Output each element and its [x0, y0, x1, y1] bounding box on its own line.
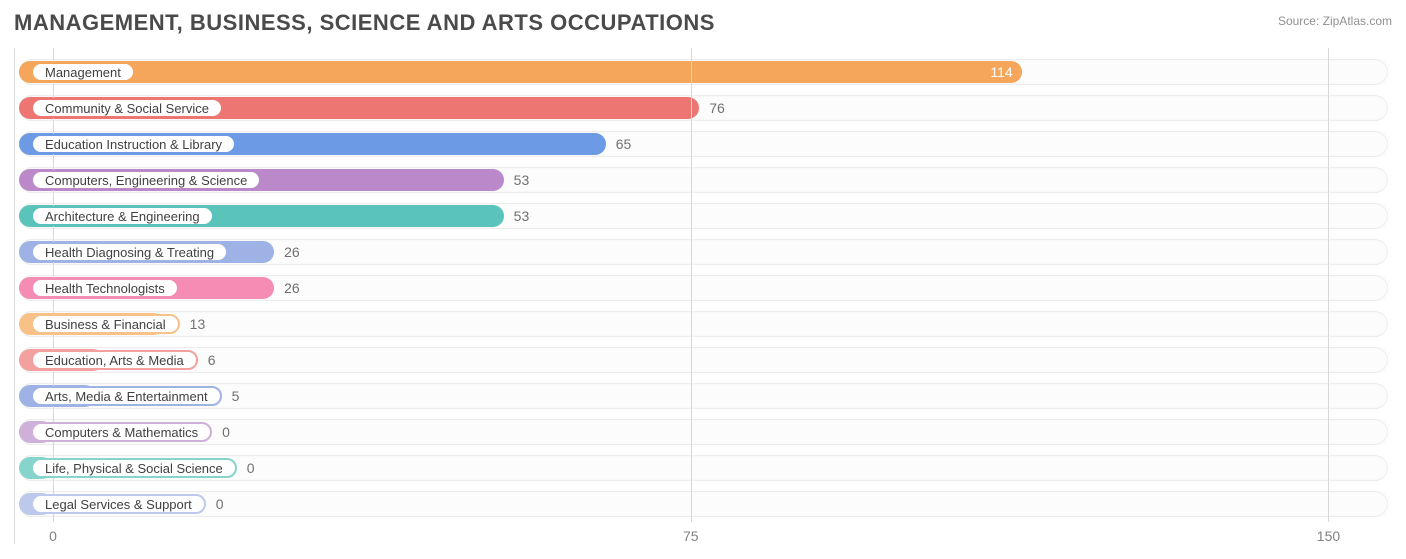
chart-row: Computers & Mathematics 0: [15, 414, 1392, 450]
chart-plot-area: Management 114 Community & Social Service 7…: [14, 48, 1392, 544]
bar-track: [19, 383, 1388, 409]
bar-value: 53: [514, 208, 530, 224]
bar-label-pill: Legal Services & Support: [31, 494, 206, 514]
bar-label-pill: Management: [31, 62, 135, 82]
chart-row: Management 114: [15, 54, 1392, 90]
bar-label-pill: Health Technologists: [31, 278, 179, 298]
bar-label-pill: Architecture & Engineering: [31, 206, 214, 226]
bar-track: [19, 311, 1388, 337]
bar-value: 65: [616, 136, 632, 152]
chart-title: MANAGEMENT, BUSINESS, SCIENCE AND ARTS O…: [14, 10, 715, 36]
x-tick-label: 150: [1317, 528, 1340, 544]
bar-label-pill: Community & Social Service: [31, 98, 223, 118]
gridline: [1328, 48, 1329, 522]
chart-row: Life, Physical & Social Science 0: [15, 450, 1392, 486]
bar-value: 0: [222, 424, 230, 440]
chart-row: Health Technologists 26: [15, 270, 1392, 306]
bar-label-pill: Business & Financial: [31, 314, 180, 334]
bar-value: 26: [284, 280, 300, 296]
bar-label-pill: Education Instruction & Library: [31, 134, 236, 154]
bar-fill: [19, 61, 1022, 83]
bar-value: 13: [190, 316, 206, 332]
chart-row: Arts, Media & Entertainment 5: [15, 378, 1392, 414]
x-tick-label: 0: [49, 528, 57, 544]
bar-label-pill: Computers & Mathematics: [31, 422, 212, 442]
bar-track: [19, 347, 1388, 373]
chart-row: Community & Social Service 76: [15, 90, 1392, 126]
bar-value: 0: [247, 460, 255, 476]
bar-label-pill: Health Diagnosing & Treating: [31, 242, 228, 262]
bar-value: 6: [208, 352, 216, 368]
bar-value: 114: [990, 64, 1012, 80]
bar-value: 53: [514, 172, 530, 188]
chart-rows: Management 114 Community & Social Service 7…: [15, 54, 1392, 522]
chart-row: Architecture & Engineering 53: [15, 198, 1392, 234]
bar-value: 5: [232, 388, 240, 404]
chart-row: Business & Financial 13: [15, 306, 1392, 342]
chart-header: MANAGEMENT, BUSINESS, SCIENCE AND ARTS O…: [14, 10, 1392, 36]
gridline: [691, 48, 692, 522]
source-prefix: Source:: [1278, 14, 1323, 28]
chart-row: Legal Services & Support 0: [15, 486, 1392, 522]
bar-value: 0: [216, 496, 224, 512]
chart-row: Health Diagnosing & Treating 26: [15, 234, 1392, 270]
chart-row: Computers, Engineering & Science 53: [15, 162, 1392, 198]
bar-label-pill: Life, Physical & Social Science: [31, 458, 237, 478]
bar-track: [19, 491, 1388, 517]
chart-row: Education, Arts & Media 6: [15, 342, 1392, 378]
source-name: ZipAtlas.com: [1323, 14, 1392, 28]
chart-source: Source: ZipAtlas.com: [1278, 10, 1392, 28]
chart-row: Education Instruction & Library 65: [15, 126, 1392, 162]
x-tick-label: 75: [683, 528, 699, 544]
bar-value: 76: [709, 100, 725, 116]
bar-label-pill: Computers, Engineering & Science: [31, 170, 261, 190]
bar-label-pill: Arts, Media & Entertainment: [31, 386, 222, 406]
bar-value: 26: [284, 244, 300, 260]
bar-label-pill: Education, Arts & Media: [31, 350, 198, 370]
